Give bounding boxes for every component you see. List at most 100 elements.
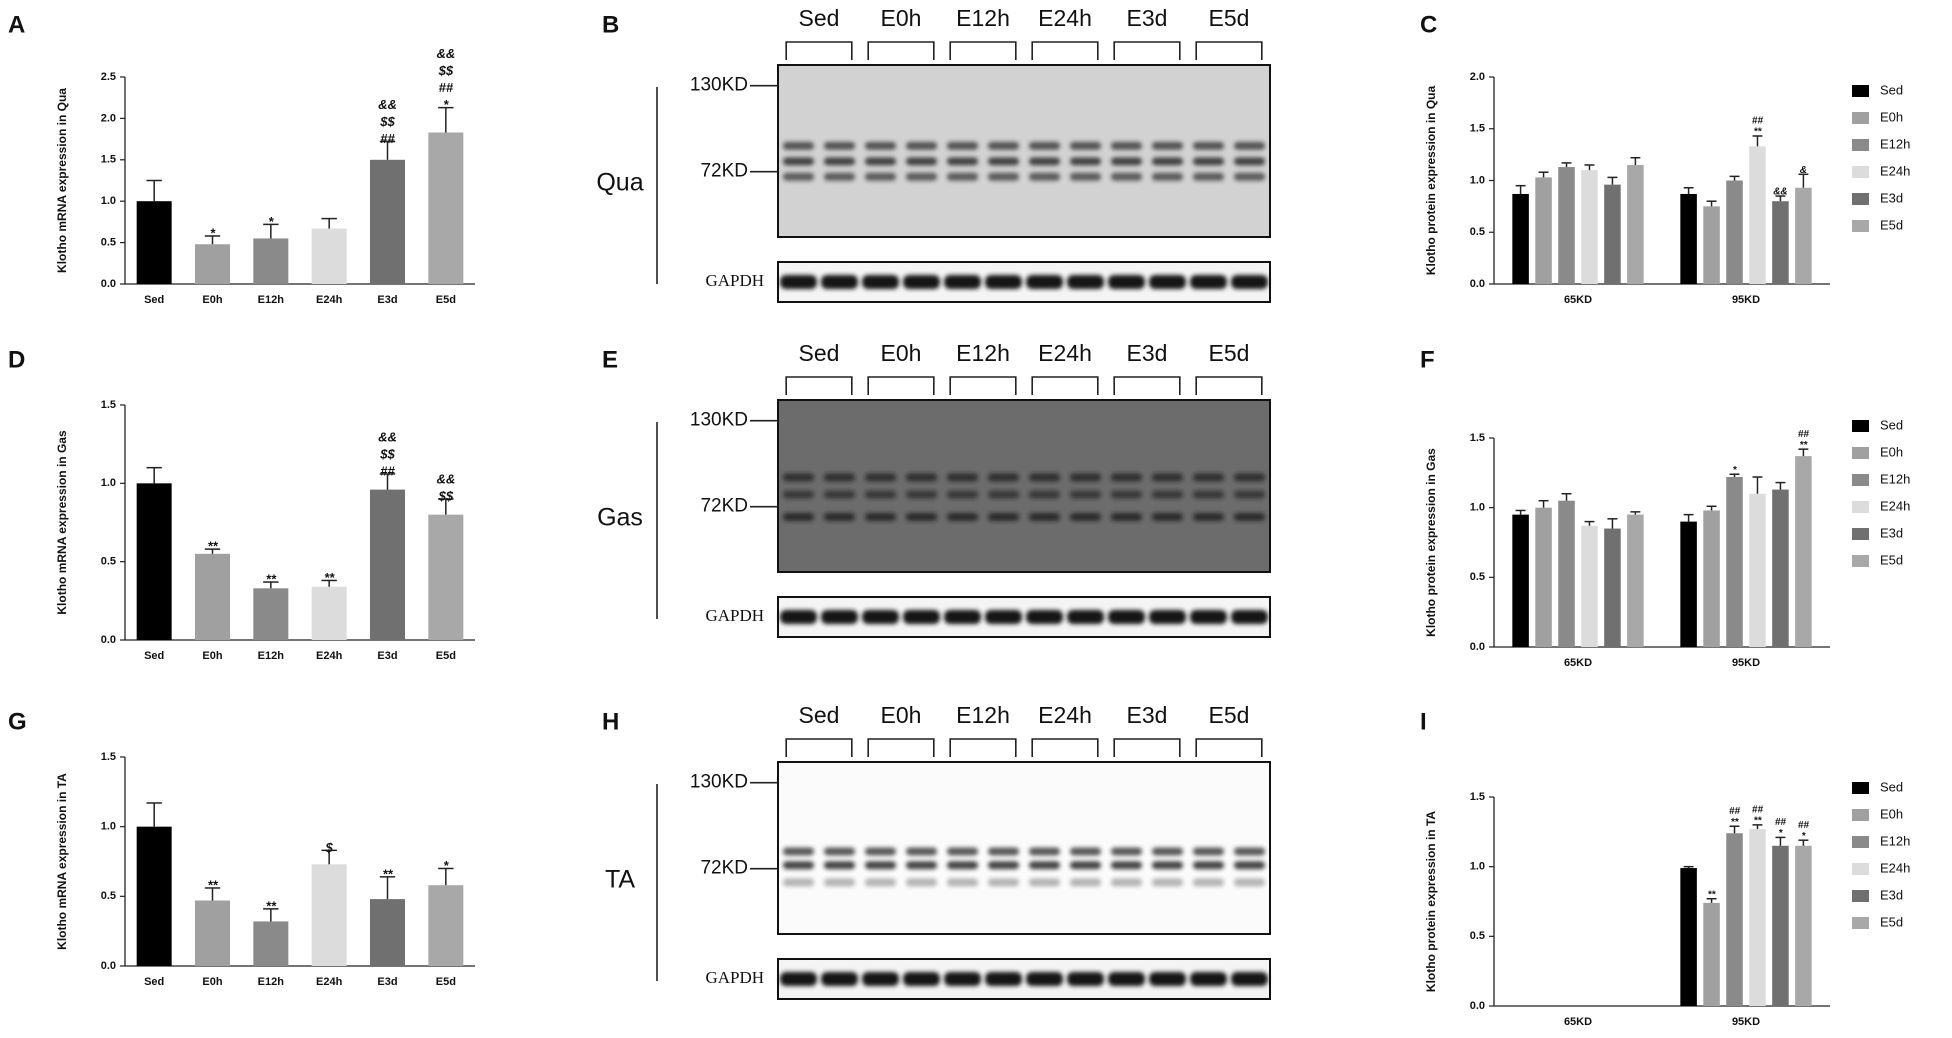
x-tick-label: 65KD xyxy=(1564,294,1592,306)
blot-panel: H Sed E0h E12h E24h E3d E5d 130KD 72KD TA GAPDH xyxy=(602,702,1271,1000)
legend-swatch xyxy=(1852,139,1869,151)
bar xyxy=(195,553,230,640)
x-tick-label: Sed xyxy=(144,976,164,988)
y-tick-label: 0.5 xyxy=(1470,226,1485,238)
protein-band xyxy=(1151,172,1184,181)
protein-band xyxy=(1110,878,1143,887)
bar xyxy=(1703,902,1720,1006)
protein-band xyxy=(782,878,815,887)
bar xyxy=(311,586,347,640)
panel-letter: H xyxy=(602,708,619,735)
loading-band xyxy=(780,275,817,289)
loading-band xyxy=(821,610,858,624)
tissue-label: Gas xyxy=(597,504,643,532)
bar xyxy=(1749,829,1766,1006)
protein-band xyxy=(1233,172,1266,181)
significance-label: * xyxy=(210,225,216,240)
protein-band xyxy=(1028,473,1061,482)
x-tick-label: E24h xyxy=(316,976,343,988)
significance-label: $$ xyxy=(379,446,395,461)
protein-band xyxy=(946,847,979,856)
loading-band xyxy=(985,610,1022,624)
bar xyxy=(1703,206,1720,284)
protein-band xyxy=(1069,490,1102,499)
legend-swatch xyxy=(1852,782,1869,794)
protein-band xyxy=(905,861,938,870)
bar xyxy=(370,489,405,640)
loading-band xyxy=(821,275,858,289)
protein-band xyxy=(864,157,897,166)
significance-label: * xyxy=(1801,831,1806,842)
x-tick-label: E3d xyxy=(377,294,397,306)
chart: F Klotho protein expression in Gas 0.0 0.5 1… xyxy=(1420,346,1910,669)
protein-band xyxy=(823,473,856,482)
bar xyxy=(1604,184,1621,284)
y-axis-label: Klotho mRNA expression in TA xyxy=(55,773,69,950)
protein-band xyxy=(864,512,897,521)
protein-band xyxy=(823,157,856,166)
significance-label: * xyxy=(1733,465,1738,476)
x-tick-label: 65KD xyxy=(1564,657,1592,669)
loading-band xyxy=(1067,275,1104,289)
blot-frame xyxy=(777,64,1271,238)
protein-band xyxy=(864,172,897,181)
legend-label: E5d xyxy=(1880,552,1903,567)
legend-swatch xyxy=(1852,809,1869,821)
legend-swatch xyxy=(1852,447,1869,459)
lane-label: E0h xyxy=(881,702,922,728)
significance-label: && xyxy=(378,429,397,444)
legend-swatch xyxy=(1852,193,1869,205)
loading-band xyxy=(944,610,981,624)
significance-label: ** xyxy=(1731,817,1740,828)
protein-band xyxy=(1151,512,1184,521)
y-tick-label: 1.0 xyxy=(1470,174,1485,186)
legend-swatch xyxy=(1852,220,1869,232)
legend-swatch xyxy=(1852,528,1869,540)
legend-label: E0h xyxy=(1880,806,1903,821)
bar xyxy=(1581,525,1598,647)
y-tick-label: 1.5 xyxy=(1470,123,1485,135)
bar xyxy=(1627,164,1644,284)
bar xyxy=(428,514,464,640)
protein-band xyxy=(1069,157,1102,166)
lane-label: E0h xyxy=(881,5,922,31)
x-tick-label: E24h xyxy=(316,650,343,662)
protein-band xyxy=(1233,157,1266,166)
legend-label: E3d xyxy=(1880,887,1903,902)
lane-label: E5d xyxy=(1209,5,1250,31)
significance-label: ## xyxy=(1775,817,1787,828)
bar xyxy=(136,483,172,640)
bar xyxy=(1680,193,1697,284)
blot-panel: B Sed E0h E12h E24h E3d E5d 130KD 72KD Qua GAPDH xyxy=(596,5,1271,303)
loading-frame xyxy=(777,958,1271,1000)
protein-band xyxy=(1233,847,1266,856)
significance-label: * xyxy=(1778,828,1783,839)
y-axis-label: Klotho mRNA expression in Qua xyxy=(55,88,69,273)
bar xyxy=(1703,510,1720,647)
protein-band xyxy=(1069,861,1102,870)
loading-band xyxy=(903,610,940,624)
protein-band xyxy=(864,878,897,887)
protein-band xyxy=(1192,473,1225,482)
legend-swatch xyxy=(1852,474,1869,486)
lane-label: E12h xyxy=(956,702,1010,728)
protein-band xyxy=(864,141,897,150)
loading-band xyxy=(862,275,899,289)
loading-frame xyxy=(777,596,1271,638)
chart: I Klotho protein expression in TA 0.0 0.5 1.… xyxy=(1420,708,1910,1028)
protein-band xyxy=(823,847,856,856)
protein-band xyxy=(905,141,938,150)
protein-band xyxy=(1069,847,1102,856)
y-tick-label: 1.5 xyxy=(101,399,116,411)
significance-label: ** xyxy=(266,571,277,586)
marker-label: 72KD xyxy=(700,496,748,517)
lane-bracket xyxy=(1031,738,1099,757)
loading-label: GAPDH xyxy=(705,606,764,625)
protein-band xyxy=(823,878,856,887)
x-tick-label: E12h xyxy=(258,294,285,306)
lane-label: Sed xyxy=(799,702,840,728)
protein-band xyxy=(1151,878,1184,887)
bar xyxy=(1772,845,1789,1006)
protein-band xyxy=(1028,861,1061,870)
